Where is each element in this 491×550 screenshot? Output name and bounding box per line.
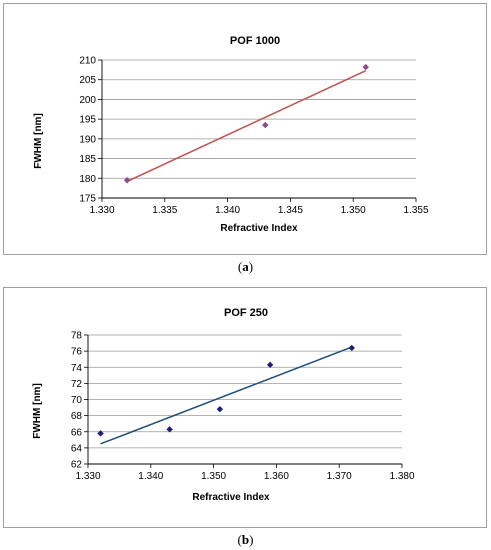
x-tick-label: 1.350 bbox=[201, 471, 226, 482]
data-point bbox=[348, 344, 355, 352]
y-tick-label: 180 bbox=[79, 174, 96, 185]
x-tick-label: 1.340 bbox=[215, 205, 240, 216]
x-tick-label: 1.360 bbox=[264, 471, 289, 482]
y-tick-label: 190 bbox=[79, 134, 96, 145]
data-point bbox=[266, 361, 274, 369]
data-point bbox=[362, 63, 369, 71]
chart-a-svg: POF 1000 FWHM [nm] Refractive Index 1751… bbox=[33, 35, 429, 234]
y-tick-label: 185 bbox=[79, 154, 96, 165]
x-tick-label: 1.370 bbox=[327, 471, 352, 482]
x-tick-label: 1.340 bbox=[138, 471, 163, 482]
data-point bbox=[166, 426, 173, 433]
x-tick-label: 1.355 bbox=[403, 205, 428, 216]
data-point bbox=[262, 121, 269, 129]
caption-b: (b) bbox=[237, 532, 254, 547]
y-tick-label: 78 bbox=[71, 331, 83, 342]
data-point bbox=[216, 405, 224, 413]
x-axis-label: Refractive Index bbox=[192, 492, 270, 503]
y-tick-label: 72 bbox=[71, 379, 83, 390]
y-tick-label: 66 bbox=[71, 427, 83, 438]
x-tick-label: 1.335 bbox=[152, 205, 177, 216]
y-tick-label: 200 bbox=[79, 95, 96, 106]
y-tick-label: 195 bbox=[79, 115, 96, 126]
x-tick-label: 1.380 bbox=[389, 471, 414, 482]
x-tick-label: 1.330 bbox=[89, 205, 114, 216]
chart-title: POF 250 bbox=[224, 307, 268, 319]
chart-panel-b bbox=[3, 287, 487, 528]
data-point bbox=[123, 177, 131, 184]
chart-title: POF 1000 bbox=[230, 35, 280, 47]
y-tick-label: 68 bbox=[71, 411, 83, 422]
y-tick-label: 205 bbox=[79, 75, 96, 86]
y-tick-label: 64 bbox=[71, 443, 83, 454]
x-axis-label: Refractive Index bbox=[220, 223, 298, 234]
x-tick-label: 1.345 bbox=[278, 205, 303, 216]
y-tick-label: 70 bbox=[71, 395, 83, 406]
y-tick-label: 210 bbox=[79, 56, 96, 67]
y-tick-label: 74 bbox=[71, 363, 83, 374]
y-axis-label: FWHM [nm] bbox=[32, 383, 43, 439]
x-tick-label: 1.330 bbox=[75, 471, 100, 482]
y-tick-label: 175 bbox=[79, 194, 96, 205]
chart-panel-a bbox=[3, 3, 487, 255]
y-tick-label: 62 bbox=[71, 460, 83, 471]
data-point bbox=[97, 430, 104, 437]
x-tick-label: 1.350 bbox=[341, 205, 366, 216]
y-tick-label: 76 bbox=[71, 347, 83, 358]
caption-a: (a) bbox=[237, 259, 254, 274]
trendline bbox=[126, 69, 367, 183]
y-axis-label: FWHM [nm] bbox=[33, 113, 44, 169]
trendline bbox=[100, 346, 353, 445]
